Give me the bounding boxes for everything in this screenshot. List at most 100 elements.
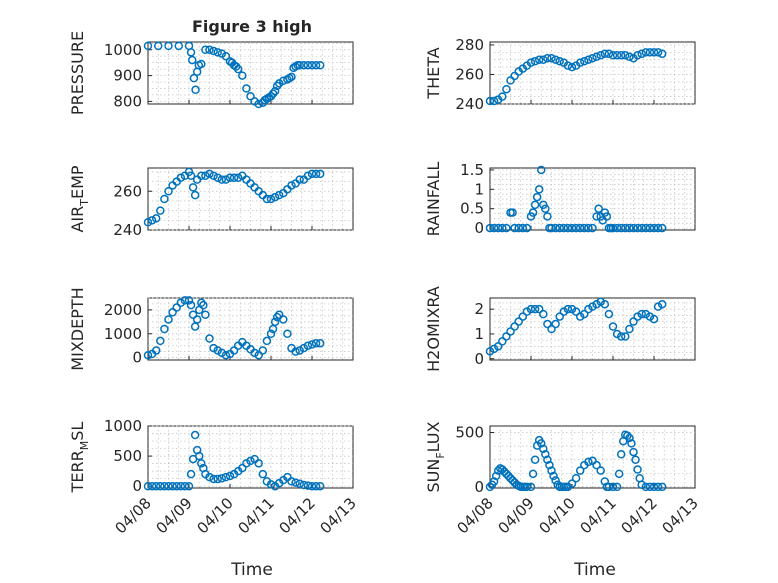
data-point — [307, 61, 317, 70]
data-point — [612, 482, 622, 492]
data-point — [498, 337, 507, 346]
data-point — [563, 223, 573, 233]
data-point — [188, 183, 198, 192]
data-point — [602, 212, 612, 221]
data-point — [190, 430, 200, 440]
plot-area — [147, 297, 354, 361]
data-point — [213, 173, 222, 182]
data-point — [608, 482, 618, 492]
data-point — [151, 481, 161, 491]
data-point — [295, 479, 304, 489]
x-tick-label: 04/08 — [112, 494, 155, 537]
data-point — [567, 223, 577, 233]
y-tick-label: 2 — [474, 300, 484, 318]
data-point — [575, 223, 585, 233]
data-point — [147, 216, 157, 225]
data-point — [197, 459, 206, 468]
data-point — [627, 439, 636, 448]
data-point — [172, 303, 181, 312]
data-point — [168, 481, 177, 491]
data-point — [530, 200, 540, 210]
data-point — [180, 296, 190, 305]
data-point — [164, 315, 173, 324]
data-point — [641, 482, 651, 492]
y-tick-label: 2000 — [104, 301, 142, 319]
data-point — [555, 312, 564, 321]
data-point — [229, 346, 239, 355]
data-point — [221, 472, 231, 482]
data-point — [616, 223, 626, 233]
series-points — [485, 48, 667, 106]
data-point — [530, 455, 540, 464]
data-point — [311, 339, 321, 348]
subplot-6: 0 1 2 H2OMIXRA — [424, 286, 696, 372]
data-point — [551, 476, 560, 485]
data-point — [176, 481, 186, 491]
data-point — [311, 169, 321, 179]
data-point — [549, 471, 558, 481]
data-point — [575, 466, 585, 475]
data-point — [616, 51, 626, 60]
data-point — [491, 471, 501, 481]
data-point — [493, 223, 503, 233]
data-point — [510, 223, 519, 233]
y-axis-label: SUNFLUX — [424, 421, 447, 492]
series-points — [143, 167, 325, 227]
data-point — [295, 61, 304, 70]
data-point — [629, 447, 638, 457]
data-point — [156, 206, 165, 215]
y-tick-label: 0 — [132, 477, 142, 495]
data-point — [156, 481, 165, 491]
data-point — [147, 481, 157, 491]
x-tick-label: 04/09 — [495, 494, 538, 537]
data-point — [547, 466, 556, 475]
data-point — [592, 212, 601, 221]
data-point — [528, 208, 538, 217]
data-point — [303, 171, 313, 180]
data-point — [307, 481, 317, 491]
data-point — [502, 223, 511, 233]
data-point — [600, 477, 610, 486]
x-tick-label: 04/13 — [317, 494, 360, 537]
data-point — [238, 463, 247, 473]
y-tick-label: 1 — [474, 325, 484, 343]
data-point — [571, 307, 581, 316]
y-axis-label: TERRMSL — [68, 422, 91, 494]
data-point — [541, 450, 550, 459]
data-point — [303, 341, 313, 350]
series-points — [485, 297, 667, 356]
data-point — [633, 223, 642, 233]
data-point — [172, 481, 181, 491]
y-tick-label: 240 — [455, 95, 484, 113]
data-point — [205, 472, 214, 482]
data-point — [629, 317, 638, 326]
data-point — [217, 474, 227, 483]
data-point — [657, 49, 667, 59]
data-point — [209, 171, 218, 180]
data-point — [233, 64, 243, 74]
data-point — [506, 327, 515, 336]
data-point — [641, 223, 651, 233]
data-point — [534, 185, 544, 194]
data-point — [653, 223, 663, 233]
data-point — [186, 48, 196, 57]
subplot-2: 240 260 280 THETA — [424, 36, 696, 113]
data-point — [526, 58, 536, 67]
data-point — [541, 204, 550, 213]
data-point — [299, 480, 309, 490]
data-point — [154, 41, 163, 51]
data-point — [600, 49, 610, 59]
data-point — [543, 455, 552, 464]
data-point — [197, 298, 206, 308]
series-points — [485, 165, 667, 233]
data-point — [489, 223, 499, 233]
data-point — [571, 223, 581, 233]
data-point — [315, 169, 325, 179]
data-point — [547, 223, 556, 233]
data-point — [537, 165, 546, 175]
data-point — [485, 482, 495, 492]
y-axis-label: MIXDEPTH — [68, 287, 87, 370]
data-point — [567, 62, 577, 72]
